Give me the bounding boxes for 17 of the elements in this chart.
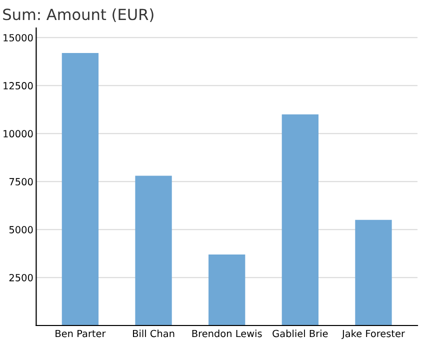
y-tick-label: 10000 bbox=[4, 130, 33, 138]
x-tick-label: Gabliel Brie bbox=[272, 330, 328, 338]
y-tick-label: 5000 bbox=[9, 226, 33, 234]
y-tick-label: 15000 bbox=[4, 34, 33, 42]
x-tick-label: Brendon Lewis bbox=[192, 330, 262, 338]
bar bbox=[62, 52, 99, 326]
x-tick-label: Bill Chan bbox=[133, 330, 174, 338]
y-tick-label: 2500 bbox=[9, 274, 33, 282]
bar bbox=[208, 254, 246, 326]
y-tick-label: 12500 bbox=[4, 82, 33, 90]
y-tick-label: 7500 bbox=[9, 178, 33, 186]
bar bbox=[282, 114, 318, 326]
chart-title: Sum: Amount (EUR) bbox=[3, 8, 154, 22]
x-tick-label: Ben Parter bbox=[56, 330, 106, 338]
bar bbox=[135, 176, 172, 326]
bar bbox=[355, 220, 392, 326]
x-tick-label: Jake Forester bbox=[341, 330, 405, 339]
